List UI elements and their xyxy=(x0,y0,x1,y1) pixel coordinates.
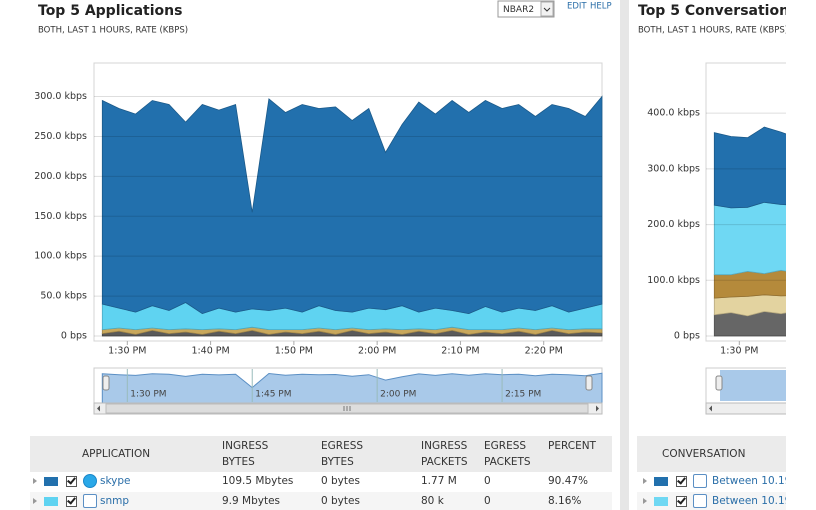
row-icon xyxy=(693,494,707,508)
right-y-axis: 0 bps 100.0 kbps 200.0 kbps 300.0 kbps 400.0… xyxy=(647,108,700,342)
table-cell: 1.77 M xyxy=(421,475,457,487)
y-tick-label: 250.0 kbps xyxy=(34,131,87,142)
y-tick-label: 200.0 kbps xyxy=(34,171,87,182)
area xyxy=(713,201,786,276)
checkbox[interactable] xyxy=(66,496,77,507)
table-header-bg xyxy=(30,436,612,472)
row-icon xyxy=(83,494,97,508)
y-tick-label: 50.0 kbps xyxy=(40,291,87,302)
table-cell: 9.9 Mbytes xyxy=(222,495,281,507)
column-header: CONVERSATION xyxy=(662,448,746,460)
table-cell: 90.47% xyxy=(548,475,589,487)
expand-arrow xyxy=(33,478,37,484)
navigator-handle[interactable] xyxy=(715,375,723,391)
legend-swatch xyxy=(654,477,668,486)
navigator-tick-label: 1:45 PM xyxy=(255,390,291,400)
select-value[interactable]: NBAR2 xyxy=(503,5,534,15)
checkbox[interactable] xyxy=(676,496,687,507)
area xyxy=(713,311,786,337)
checkbox[interactable] xyxy=(66,476,77,487)
x-tick-label: 2:10 PM xyxy=(441,346,479,357)
column-header: EGRESS BYTES xyxy=(321,440,364,468)
checkbox[interactable] xyxy=(676,476,687,487)
x-tick-label: 1:30 PM xyxy=(720,346,758,357)
navigator-tick-label: 1:30 PM xyxy=(130,390,166,400)
y-tick-label: 300.0 kbps xyxy=(647,163,700,174)
y-tick-label: 0 bps xyxy=(61,331,87,342)
scroll-arrow[interactable] xyxy=(709,405,712,412)
x-tick-label: 1:30 PM xyxy=(108,346,146,357)
table-cell: 0 bytes xyxy=(321,475,360,487)
column-header: INGRESS BYTES xyxy=(222,440,269,468)
navigator-handle[interactable] xyxy=(102,375,110,391)
y-tick-label: 0 bps xyxy=(674,331,700,342)
expand-arrow xyxy=(33,498,37,504)
panel-title: Top 5 Applications xyxy=(38,3,182,19)
y-tick-label: 100.0 kbps xyxy=(34,251,87,262)
x-tick-label: 2:00 PM xyxy=(358,346,396,357)
table-cell: 0 xyxy=(484,475,491,487)
scrollbar[interactable] xyxy=(705,402,797,415)
table-cell: 109.5 Mbytes xyxy=(222,475,294,487)
panel-divider xyxy=(620,0,629,510)
navigator-tick-label: 2:15 PM xyxy=(505,390,541,400)
x-tick-label: 1:50 PM xyxy=(275,346,313,357)
y-tick-label: 100.0 kbps xyxy=(647,275,700,286)
y-tick-label: 400.0 kbps xyxy=(647,108,700,119)
x-tick-label: 1:40 PM xyxy=(191,346,229,357)
column-header: INGRESS PACKETS xyxy=(421,440,468,468)
table-cell: 0 bytes xyxy=(321,495,360,507)
scrollbar-grip xyxy=(343,406,351,411)
left-plot: 0 bps 50.0 kbps 100.0 kbps 150.0 kbps 200.0 … xyxy=(34,91,603,357)
x-tick-label: 2:20 PM xyxy=(525,346,563,357)
expand-arrow xyxy=(643,478,647,484)
row-link[interactable]: skype xyxy=(100,475,131,487)
column-header: APPLICATION xyxy=(82,448,151,460)
table-header-bg xyxy=(637,436,797,472)
column-header: PERCENT xyxy=(548,440,596,452)
panel-title: Top 5 Conversations xyxy=(638,3,797,19)
row-icon xyxy=(83,474,97,488)
navigator: 1:30 PM 1:45 PM 2:00 PM 2:15 PM xyxy=(101,369,603,404)
row-link[interactable]: snmp xyxy=(100,495,130,507)
area xyxy=(713,294,786,317)
help-link[interactable]: HELP xyxy=(590,2,612,12)
y-tick-label: 200.0 kbps xyxy=(647,219,700,230)
chevron xyxy=(543,7,551,12)
table-cell: 80 k xyxy=(421,495,444,507)
navigator-handle[interactable] xyxy=(585,375,593,391)
area xyxy=(713,126,786,209)
legend-swatch xyxy=(44,497,58,506)
select-box[interactable] xyxy=(497,0,555,18)
right-plot: 1:30 PM xyxy=(706,112,786,357)
y-tick-label: 300.0 kbps xyxy=(34,91,87,102)
row-icon xyxy=(693,474,707,488)
page-margin xyxy=(786,0,816,510)
panel-subtitle: BOTH, LAST 1 HOURS, RATE (KBPS) xyxy=(38,26,188,36)
navigator-tick-label: 2:00 PM xyxy=(380,390,416,400)
area xyxy=(101,95,603,315)
navigator-area xyxy=(720,370,790,401)
select-arrow[interactable] xyxy=(540,1,554,17)
row-link[interactable]: Between 10.19 xyxy=(712,495,786,507)
table-cell: 0 xyxy=(484,495,491,507)
column-header: EGRESS PACKETS xyxy=(484,440,531,468)
legend-swatch xyxy=(44,477,58,486)
y-tick-label: 150.0 kbps xyxy=(34,211,87,222)
legend-swatch xyxy=(654,497,668,506)
edit-link[interactable]: EDIT xyxy=(567,2,587,12)
table-cell: 8.16% xyxy=(548,495,582,507)
table-row-bg xyxy=(30,492,612,510)
row-link[interactable]: Between 10.19 xyxy=(712,475,786,487)
expand-arrow xyxy=(643,498,647,504)
panel-subtitle: BOTH, LAST 1 HOURS, RATE (KBPS) xyxy=(638,26,788,36)
